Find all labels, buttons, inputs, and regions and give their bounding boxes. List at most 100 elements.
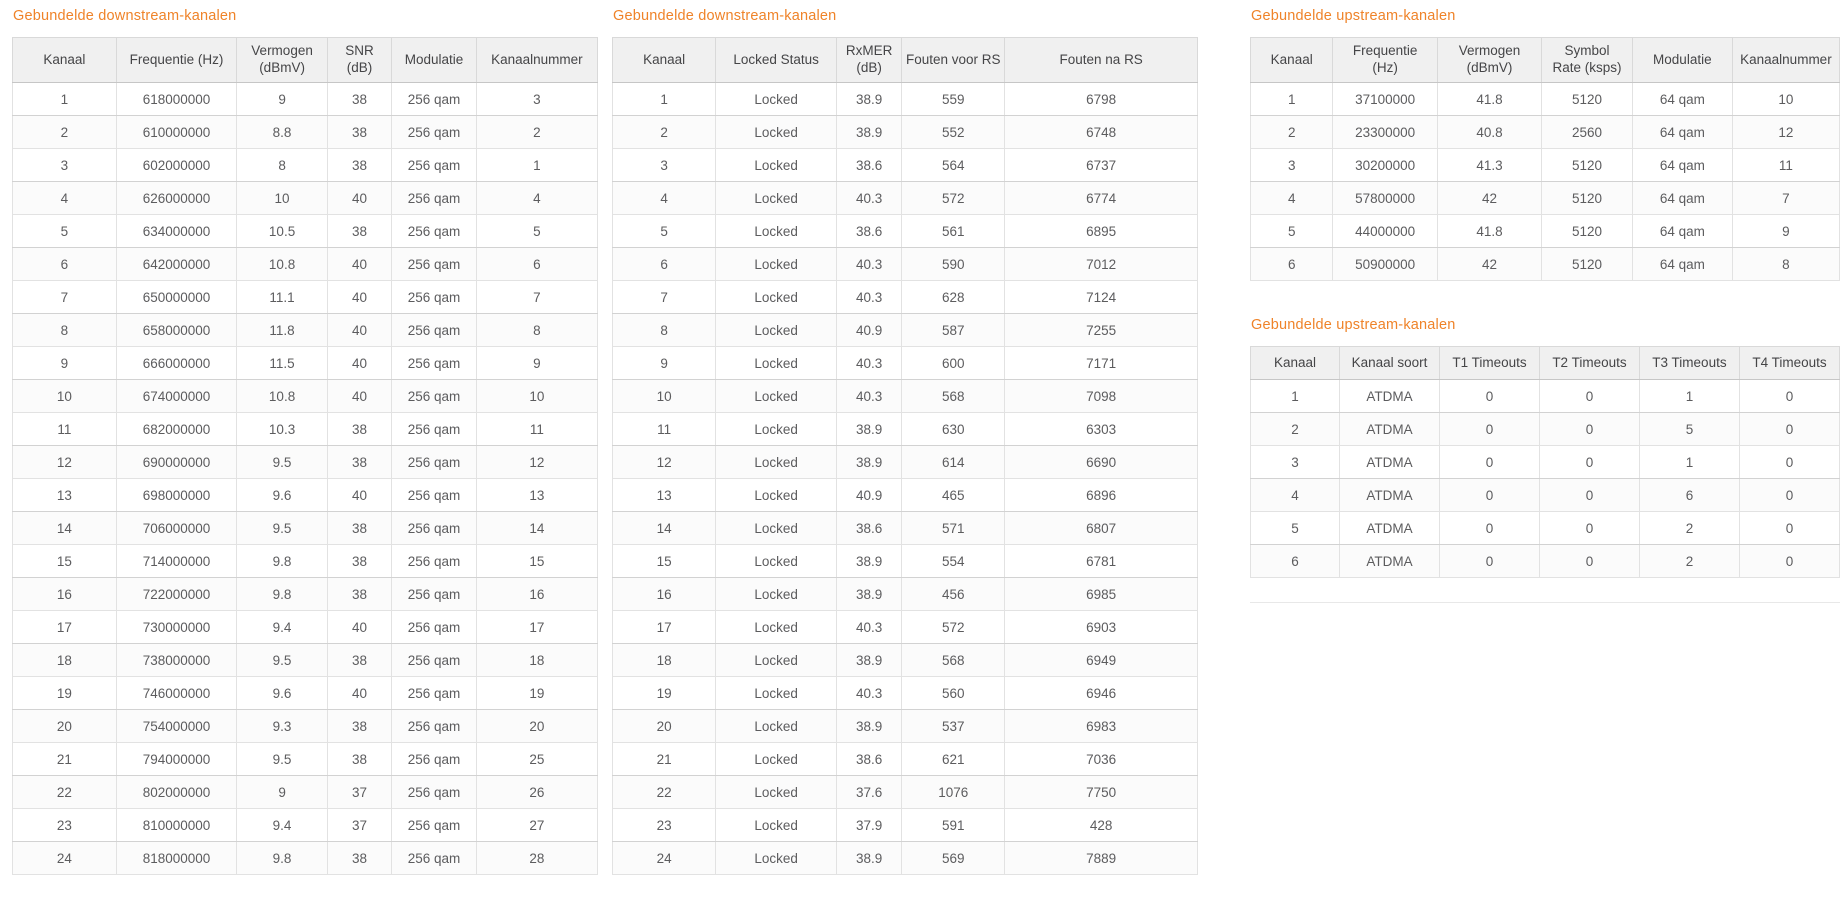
column-header: RxMER (dB) (836, 37, 903, 83)
table-cell: 568 (901, 643, 1006, 677)
table-cell: 7036 (1004, 742, 1198, 776)
table-cell: 8.8 (236, 115, 328, 149)
table-cell: 618000000 (115, 82, 238, 116)
table-cell: 256 qam (391, 577, 477, 611)
table-cell: 38.6 (836, 742, 903, 776)
table-cell: 16 (12, 577, 117, 611)
table-cell: 10 (475, 379, 599, 413)
table-cell: 38 (326, 148, 393, 182)
table-row: 8 658000000 11.8 40 256 qam 8 (12, 313, 599, 347)
table-cell: 6985 (1004, 577, 1198, 611)
column-header: T3 Timeouts (1638, 346, 1740, 380)
table-cell: 9.4 (236, 808, 328, 842)
table-cell: 38 (326, 511, 393, 545)
table-row: 13 Locked 40.9 465 6896 (611, 478, 1198, 512)
table-row: 11 Locked 38.9 630 6303 (611, 412, 1198, 446)
table-cell: 38.9 (836, 841, 903, 875)
table-cell: 14 (611, 511, 717, 545)
table-row: 12 Locked 38.9 614 6690 (611, 445, 1198, 479)
table-cell: 12 (611, 445, 717, 479)
table-cell: 569 (901, 841, 1006, 875)
table-cell: 38 (326, 445, 393, 479)
table-cell: 634000000 (115, 214, 238, 248)
table-cell: 21 (611, 742, 717, 776)
table-cell: 7750 (1004, 775, 1198, 809)
table-cell: 682000000 (115, 412, 238, 446)
table-cell: 5120 (1541, 247, 1633, 281)
table-row: 2 ATDMA 0 0 5 0 (1250, 412, 1841, 446)
table-cell: 5 (1250, 511, 1340, 545)
table-cell: 642000000 (115, 247, 238, 281)
column-header: Modulatie (1631, 37, 1733, 83)
table-cell: 2 (1249, 115, 1334, 149)
table-cell: 8 (12, 313, 117, 347)
table-cell: 40 (326, 478, 393, 512)
table-cell: 38.9 (836, 412, 903, 446)
table-cell: 6946 (1004, 676, 1198, 710)
table-cell: 40 (326, 346, 393, 380)
table-cell: 2 (1250, 412, 1340, 446)
table-cell: 559 (901, 82, 1006, 116)
table-cell: 0 (1538, 511, 1640, 545)
table-cell: 40.3 (836, 280, 903, 314)
table-row: 1 Locked 38.9 559 6798 (611, 82, 1198, 116)
table-cell: 256 qam (391, 841, 477, 875)
table-cell: 0 (1538, 445, 1640, 479)
table-cell: 15 (12, 544, 117, 578)
table-cell: 1 (1638, 445, 1740, 479)
table-cell: 802000000 (115, 775, 238, 809)
table-cell: 600 (901, 346, 1006, 380)
table-cell: ATDMA (1339, 412, 1440, 446)
table-cell: 37 (326, 808, 393, 842)
table-cell: 2560 (1541, 115, 1633, 149)
table-cell: 2 (12, 115, 117, 149)
table-cell: 38 (326, 115, 393, 149)
table-cell: 44000000 (1332, 214, 1438, 248)
table-cell: 40 (326, 280, 393, 314)
table-cell: 256 qam (391, 346, 477, 380)
column-header: Modulatie (391, 37, 477, 83)
table-cell: Locked (715, 412, 838, 446)
modem-channel-status-page: Gebundelde downstream-kanalen Kanaal Freq… (12, 8, 1841, 875)
table-cell: 754000000 (115, 709, 238, 743)
table-cell: ATDMA (1339, 478, 1440, 512)
table-cell: 650000000 (115, 280, 238, 314)
table-cell: 7124 (1004, 280, 1198, 314)
table-cell: 41.8 (1436, 82, 1543, 116)
upstream-timeouts-title: Gebundelde upstream-kanalen (1251, 317, 1456, 333)
table-cell: 40 (326, 610, 393, 644)
table-row: 3 602000000 8 38 256 qam 1 (12, 148, 599, 182)
table-cell: 40 (326, 247, 393, 281)
table-cell: 37.6 (836, 775, 903, 809)
table-cell: Locked (715, 478, 838, 512)
table-cell: 9.5 (236, 742, 328, 776)
table-cell: 6303 (1004, 412, 1198, 446)
table-cell: 13 (611, 478, 717, 512)
table-cell: 16 (611, 577, 717, 611)
table-cell: 9 (1731, 214, 1841, 248)
table-cell: 20 (611, 709, 717, 743)
table-cell: 0 (1738, 478, 1841, 512)
table-cell: 24 (611, 841, 717, 875)
table-cell: 64 qam (1631, 214, 1733, 248)
table-row: 8 Locked 40.9 587 7255 (611, 313, 1198, 347)
table-cell: 256 qam (391, 280, 477, 314)
table-cell: 7255 (1004, 313, 1198, 347)
table-cell: 0 (1738, 511, 1841, 545)
table-cell: Locked (715, 511, 838, 545)
column-header: Kanaal soort (1339, 346, 1440, 380)
table-row: 21 794000000 9.5 38 256 qam 25 (12, 742, 599, 776)
table-row: 18 738000000 9.5 38 256 qam 18 (12, 643, 599, 677)
table-cell: 256 qam (391, 643, 477, 677)
table-row: 1 618000000 9 38 256 qam 3 (12, 82, 599, 116)
table-cell: 37100000 (1332, 82, 1438, 116)
table-cell: 40.9 (836, 478, 903, 512)
table-cell: 18 (12, 643, 117, 677)
table-cell: 25 (475, 742, 599, 776)
table-cell: 11 (12, 412, 117, 446)
table-row: 11 682000000 10.3 38 256 qam 11 (12, 412, 599, 446)
table-cell: 7012 (1004, 247, 1198, 281)
table-row: 22 802000000 9 37 256 qam 26 (12, 775, 599, 809)
table-cell: Locked (715, 643, 838, 677)
column-header: Kanaal (12, 37, 117, 83)
